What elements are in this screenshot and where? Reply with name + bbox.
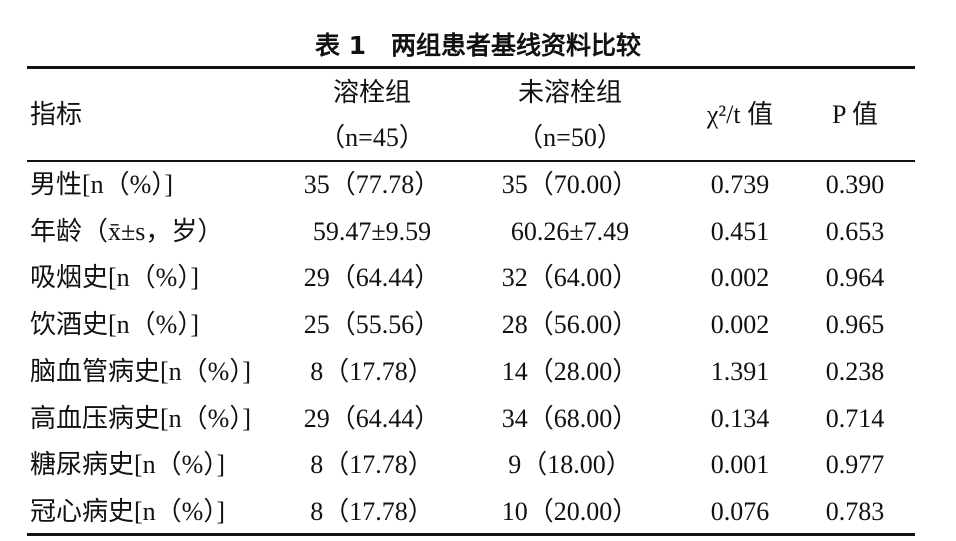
header-cell: 溶栓组: [332, 78, 412, 107]
table-title: 表 1 两组患者基线资料比较: [314, 31, 642, 60]
cell: 14（28.00）: [501, 356, 639, 386]
row-label: 男性[n（%）]: [30, 170, 173, 199]
cell: 29（64.44）: [303, 263, 441, 293]
cell: 0.451: [710, 216, 770, 246]
row-label: 饮酒史[n（%）]: [30, 310, 199, 340]
cell: 8（17.78）: [310, 496, 434, 526]
header-rule: [27, 160, 915, 162]
cell: 0.390: [825, 170, 885, 199]
cell: 9（18.00）: [508, 450, 632, 480]
cell: 8（17.78）: [310, 450, 434, 480]
header-cell: （n=50）: [517, 123, 623, 152]
cell: 0.965: [825, 310, 885, 340]
header-cell: （n=45）: [319, 123, 425, 152]
cell: 59.47±9.59: [312, 216, 432, 246]
cell: 0.001: [710, 450, 770, 480]
row-label: 高血压病史[n（%）]: [30, 403, 251, 433]
cell: 0.964: [825, 263, 885, 293]
header-cell: 指标: [30, 100, 83, 129]
cell: 29（64.44）: [303, 403, 441, 433]
cell: 0.783: [825, 496, 885, 526]
bottom-rule: [27, 533, 915, 536]
row-label: 冠心病史[n（%）]: [30, 496, 225, 526]
cell: 10（20.00）: [501, 496, 639, 526]
row-label: 吸烟史[n（%）]: [30, 263, 199, 293]
cell: 0.238: [825, 356, 885, 386]
cell: 32（64.00）: [501, 263, 639, 293]
row-label: 年龄（x̄±s，岁）: [30, 216, 224, 246]
header-cell: P 值: [832, 100, 878, 129]
cell: 25（55.56）: [303, 310, 441, 340]
cell: 0.739: [710, 170, 770, 199]
cell: 0.076: [710, 496, 770, 526]
row-label: 脑血管病史[n（%）]: [30, 356, 251, 386]
cell: 34（68.00）: [501, 403, 639, 433]
cell: 0.002: [710, 310, 770, 340]
cell: 0.714: [825, 403, 885, 433]
cell: 35（70.00）: [501, 170, 639, 199]
cell: 28（56.00）: [501, 310, 639, 340]
top-rule: [27, 66, 915, 69]
cell: 60.26±7.49: [510, 216, 630, 246]
cell: 8（17.78）: [310, 356, 434, 386]
cell: 0.134: [710, 403, 770, 433]
cell: 0.002: [710, 263, 770, 293]
cell: 35（77.78）: [303, 170, 441, 199]
cell: 1.391: [710, 356, 770, 386]
header-cell: χ²/t 值: [706, 100, 774, 129]
row-label: 糖尿病史[n（%）]: [30, 450, 225, 480]
cell: 0.653: [825, 216, 885, 246]
header-cell: 未溶栓组: [517, 78, 623, 107]
cell: 0.977: [825, 450, 885, 480]
